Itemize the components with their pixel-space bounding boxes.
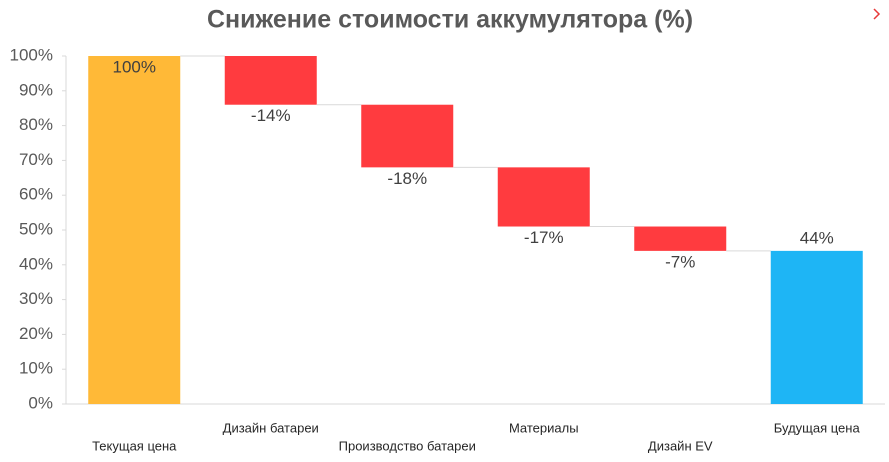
y-tick-label: 100% <box>10 45 53 64</box>
chart-title: Снижение стоимости аккумулятора (%) <box>207 6 693 34</box>
value-label: 44% <box>800 228 834 247</box>
x-tick-label: Будущая цена <box>774 420 861 435</box>
x-tick-label: Дизайн EV <box>648 438 713 453</box>
bar <box>361 104 454 168</box>
y-tick-label: 60% <box>19 185 53 204</box>
chevron-icon[interactable] <box>873 8 881 20</box>
y-tick-label: 80% <box>19 115 53 134</box>
value-label: -14% <box>251 106 291 125</box>
y-tick-label: 0% <box>28 393 53 412</box>
y-tick-label: 90% <box>19 80 53 99</box>
bar <box>634 226 727 251</box>
y-tick-label: 70% <box>19 150 53 169</box>
y-tick-label: 50% <box>19 219 53 238</box>
y-tick-label: 40% <box>19 254 53 273</box>
value-label: -17% <box>524 228 564 247</box>
x-tick-label: Производство батареи <box>339 438 476 453</box>
x-tick-label: Дизайн батареи <box>223 420 319 435</box>
x-tick-label: Текущая цена <box>92 438 177 453</box>
value-label: -7% <box>665 252 695 271</box>
y-tick-label: 20% <box>19 324 53 343</box>
bar <box>88 56 181 404</box>
x-tick-label: Материалы <box>509 420 579 435</box>
value-label: -18% <box>387 169 427 188</box>
y-tick-label: 10% <box>19 359 53 378</box>
value-label: 100% <box>113 57 156 76</box>
y-tick-label: 30% <box>19 289 53 308</box>
bar <box>224 56 317 105</box>
bar <box>497 167 590 227</box>
bar <box>770 250 863 404</box>
